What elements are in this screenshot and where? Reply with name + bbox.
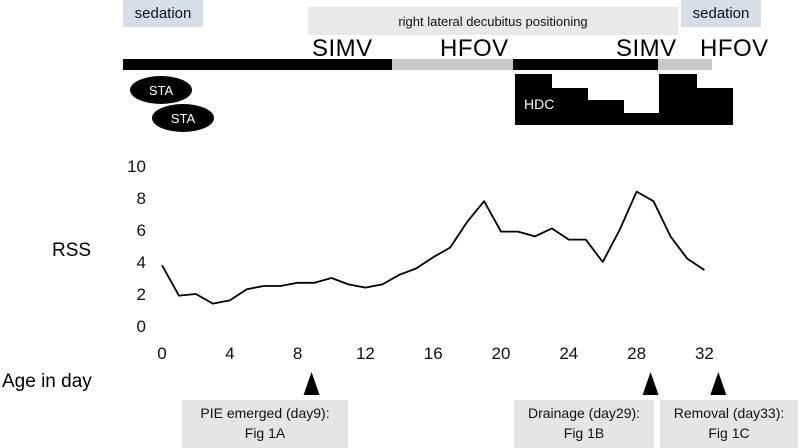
hdc-block-2 bbox=[551, 88, 588, 125]
annotation-pie-line1: PIE emerged (day9): bbox=[200, 405, 330, 421]
sta-label-1: STA bbox=[148, 82, 174, 98]
vent-bar-simv-1 bbox=[123, 59, 392, 70]
annotation-removal-line2: Fig 1C bbox=[708, 425, 750, 441]
annotation-removal: Removal (day33): Fig 1C bbox=[660, 400, 798, 448]
hdc-label: HDC bbox=[524, 96, 555, 112]
y-tick-label: 8 bbox=[137, 189, 146, 208]
positioning-label: right lateral decubitus positioning bbox=[398, 13, 588, 29]
x-tick-label: 32 bbox=[695, 344, 714, 363]
event-marker-group bbox=[303, 372, 727, 395]
sta-oval-1: STA bbox=[130, 76, 192, 104]
event-marker-triangle bbox=[303, 372, 320, 395]
mode-label-simv-2: SIMV bbox=[616, 35, 677, 62]
vent-bar-hfov-1 bbox=[392, 59, 513, 70]
y-tick-group: 0 2 4 6 8 10 bbox=[127, 157, 146, 336]
hdc-block-5 bbox=[659, 74, 697, 125]
hdc-block-3 bbox=[587, 100, 624, 125]
annotation-pie-line2: Fig 1A bbox=[244, 425, 286, 441]
y-tick-label: 2 bbox=[137, 285, 146, 304]
hdc-block-6 bbox=[696, 88, 733, 125]
event-marker-triangle bbox=[642, 372, 659, 395]
y-axis-title: RSS bbox=[52, 240, 92, 261]
x-tick-label: 12 bbox=[356, 344, 375, 363]
sedation-band-left: sedation bbox=[123, 0, 203, 27]
x-tick-label: 24 bbox=[559, 344, 578, 363]
vent-bar-hfov-2 bbox=[658, 59, 712, 70]
y-tick-label: 4 bbox=[137, 253, 146, 272]
x-tick-label: 16 bbox=[424, 344, 443, 363]
annotation-drainage-line2: Fig 1B bbox=[563, 425, 605, 441]
sedation-label-right: sedation bbox=[692, 5, 750, 22]
x-tick-label: 0 bbox=[157, 344, 166, 363]
annotation-drainage-line1: Drainage (day29): bbox=[527, 405, 641, 421]
annotation-pie-emerged: PIE emerged (day9): Fig 1A bbox=[182, 400, 348, 448]
hdc-block-1 bbox=[515, 74, 552, 125]
x-tick-group: 0 4 8 12 16 20 24 28 32 bbox=[157, 344, 714, 363]
sta-label-2: STA bbox=[170, 110, 196, 126]
positioning-band: right lateral decubitus positioning bbox=[308, 7, 678, 35]
x-axis-title: Age in day bbox=[2, 371, 92, 392]
x-tick-label: 8 bbox=[293, 344, 302, 363]
y-tick-label: 10 bbox=[127, 157, 146, 176]
sta-oval-2: STA bbox=[152, 104, 214, 132]
rss-series-line bbox=[161, 190, 705, 305]
mode-label-hfov-1: HFOV bbox=[440, 35, 509, 62]
vent-bar-simv-2 bbox=[513, 59, 658, 70]
sedation-band-right: sedation bbox=[681, 0, 761, 27]
annotation-drainage: Drainage (day29): Fig 1B bbox=[514, 400, 654, 448]
y-tick-label: 0 bbox=[137, 317, 146, 336]
sedation-label-left: sedation bbox=[134, 5, 192, 22]
mode-label-simv-1: SIMV bbox=[312, 35, 373, 62]
event-marker-triangle bbox=[710, 372, 727, 395]
x-tick-label: 28 bbox=[627, 344, 646, 363]
mode-label-hfov-2: HFOV bbox=[700, 35, 769, 62]
x-tick-label: 4 bbox=[225, 344, 234, 363]
hdc-block-4 bbox=[623, 113, 660, 125]
annotation-removal-line1: Removal (day33): bbox=[673, 405, 785, 421]
y-tick-label: 6 bbox=[137, 221, 146, 240]
x-tick-label: 20 bbox=[492, 344, 511, 363]
